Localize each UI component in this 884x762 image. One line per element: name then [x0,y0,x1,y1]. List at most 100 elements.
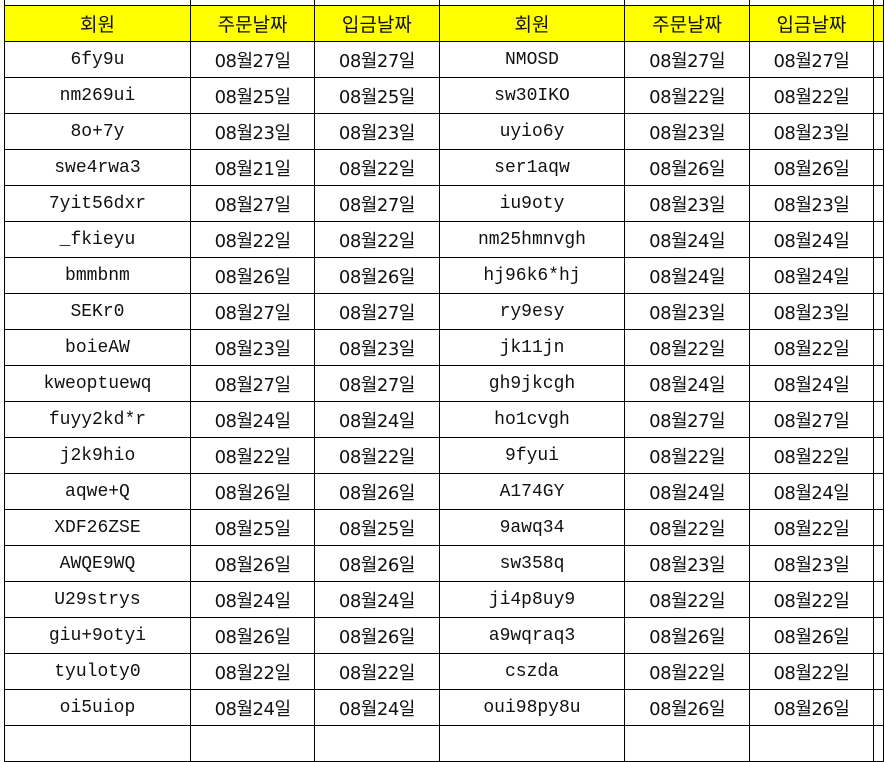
cell-member[interactable]: nm25hmnvgh [438,221,626,258]
cell-empty[interactable] [873,41,884,78]
cell-order-date[interactable]: 08월24일 [624,365,750,402]
cell-empty[interactable] [873,653,884,690]
cell-order-date[interactable]: 08월25일 [189,509,316,546]
cell-member[interactable]: a9wqraq3 [438,617,626,654]
cell-empty[interactable] [873,329,884,366]
cell-order-date[interactable]: 08월24일 [624,257,750,294]
cell-empty[interactable] [873,473,884,510]
cell-member[interactable]: boieAW [4,329,191,366]
cell-order-date[interactable]: 08월23일 [624,113,750,150]
cell-payment-date[interactable]: 08월26일 [748,149,875,186]
cell-member[interactable]: cszda [438,653,626,690]
cell-payment-date[interactable]: 08월27일 [748,401,875,438]
cell-order-date[interactable]: 08월25일 [189,77,316,114]
cell-order-date[interactable]: 08월22일 [624,653,750,690]
cell-payment-date[interactable]: 08월22일 [314,437,440,474]
cell-order-date[interactable]: 08월27일 [624,401,750,438]
cell-payment-date[interactable]: 08월26일 [314,257,440,294]
header-payment-date[interactable]: 입금날짜 [314,5,440,42]
cell-empty[interactable] [873,689,884,726]
cell-payment-date[interactable]: 08월24일 [314,401,440,438]
cell-payment-date[interactable]: 08월23일 [314,329,440,366]
cell-payment-date[interactable]: 08월22일 [314,653,440,690]
cell-payment-date[interactable]: 08월23일 [748,185,875,222]
cell-member[interactable]: bmmbnm [4,257,191,294]
cell-payment-date[interactable]: 08월24일 [748,221,875,258]
cell-member[interactable]: ser1aqw [438,149,626,186]
cell-payment-date[interactable]: 08월26일 [314,617,440,654]
cell-member[interactable]: j2k9hio [4,437,191,474]
cell-member[interactable]: 8o+7y [4,113,191,150]
cell-empty[interactable] [873,545,884,582]
cell-payment-date[interactable]: 08월22일 [748,437,875,474]
cell-member[interactable]: kweoptuewq [4,365,191,402]
cell-member[interactable]: fuyy2kd*r [4,401,191,438]
cell-order-date[interactable]: 08월27일 [624,41,750,78]
cell-order-date[interactable]: 08월23일 [624,293,750,330]
cell-member[interactable]: tyuloty0 [4,653,191,690]
cell-order-date[interactable]: 08월24일 [189,581,316,618]
cell-empty[interactable] [873,185,884,222]
cell-member[interactable]: gh9jkcgh [438,365,626,402]
cell-order-date[interactable]: 08월22일 [624,437,750,474]
cell-order-date[interactable]: 08월22일 [189,437,316,474]
cell-order-date[interactable]: 08월27일 [189,365,316,402]
cell-empty[interactable] [873,221,884,258]
cell-empty[interactable] [873,257,884,294]
cell-payment-date[interactable]: 08월27일 [314,185,440,222]
cell-order-date[interactable]: 08월27일 [189,293,316,330]
cell-member[interactable]: 9awq34 [438,509,626,546]
cell-member[interactable]: AWQE9WQ [4,545,191,582]
cell-payment-date[interactable]: 08월27일 [314,41,440,78]
cell-member[interactable]: ho1cvgh [438,401,626,438]
cell-order-date[interactable]: 08월24일 [624,221,750,258]
cell-order-date[interactable]: 08월26일 [624,617,750,654]
cell-member[interactable]: iu9oty [438,185,626,222]
header-member[interactable]: 회원 [438,5,626,42]
cell-order-date[interactable]: 08월26일 [189,257,316,294]
cell-member[interactable]: sw358q [438,545,626,582]
cell-order-date[interactable]: 08월24일 [189,401,316,438]
header-empty[interactable] [873,5,884,42]
cell-empty[interactable] [873,77,884,114]
cell-order-date[interactable]: 08월23일 [189,329,316,366]
cell-order-date[interactable]: 08월22일 [624,509,750,546]
cell-payment-date[interactable]: 08월24일 [748,257,875,294]
header-order-date[interactable]: 주문날짜 [624,5,750,42]
cell-payment-date[interactable]: 08월26일 [748,617,875,654]
cell-member[interactable]: hj96k6*hj [438,257,626,294]
cell-member[interactable]: A174GY [438,473,626,510]
cell-order-date[interactable]: 08월26일 [189,473,316,510]
cell-payment-date[interactable]: 08월24일 [748,473,875,510]
cell-payment-date[interactable]: 08월22일 [748,509,875,546]
cell-order-date[interactable]: 08월27일 [189,41,316,78]
cell-member[interactable]: 6fy9u [4,41,191,78]
cell-member[interactable]: giu+9otyi [4,617,191,654]
cell-payment-date[interactable]: 08월24일 [314,689,440,726]
cell-member[interactable]: ry9esy [438,293,626,330]
cell-member[interactable]: swe4rwa3 [4,149,191,186]
cell-order-date[interactable]: 08월22일 [624,329,750,366]
cell-order-date[interactable]: 08월26일 [189,545,316,582]
cell-order-date[interactable]: 08월22일 [189,221,316,258]
cell-order-date[interactable]: 08월26일 [624,689,750,726]
cell-empty[interactable] [873,113,884,150]
header-member[interactable]: 회원 [4,5,191,42]
cell-order-date[interactable]: 08월24일 [624,473,750,510]
cell-member[interactable]: oui98py8u [438,689,626,726]
cell-payment-date[interactable]: 08월22일 [314,221,440,258]
cell-payment-date[interactable]: 08월22일 [748,77,875,114]
cell-payment-date[interactable]: 08월25일 [314,77,440,114]
cell-order-date[interactable]: 08월24일 [189,689,316,726]
cell-member[interactable]: aqwe+Q [4,473,191,510]
cell-empty[interactable] [873,293,884,330]
cell-member[interactable]: _fkieyu [4,221,191,258]
cell-payment-date[interactable]: 08월25일 [314,509,440,546]
cell-order-date[interactable]: 08월26일 [189,617,316,654]
cell-payment-date[interactable]: 08월23일 [748,113,875,150]
header-payment-date[interactable]: 입금날짜 [748,5,875,42]
cell-empty[interactable] [873,509,884,546]
cell-payment-date[interactable]: 08월22일 [748,329,875,366]
cell-member[interactable]: ji4p8uy9 [438,581,626,618]
cell-member[interactable]: sw30IKO [438,77,626,114]
